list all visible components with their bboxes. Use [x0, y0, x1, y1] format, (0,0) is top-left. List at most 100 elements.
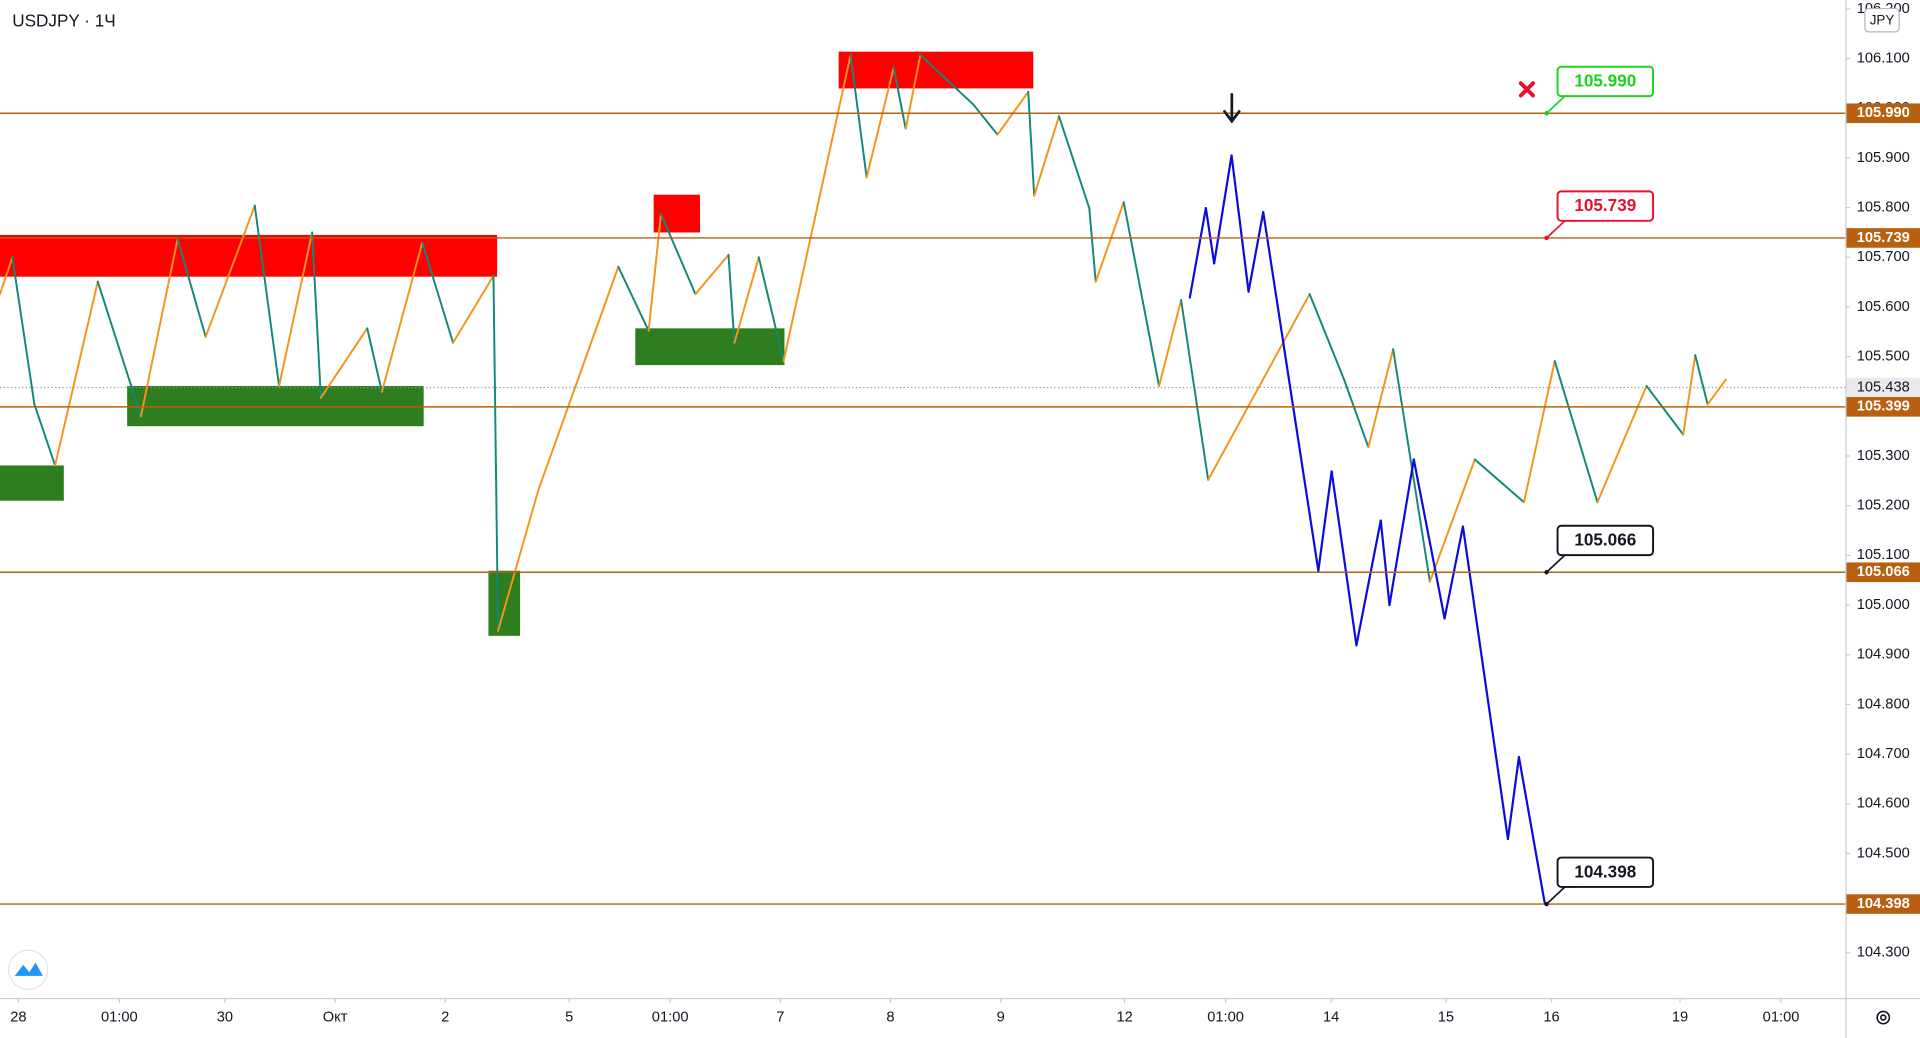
series-segment: [1247, 211, 1265, 293]
level-tag-label: 105.066: [1857, 564, 1910, 580]
series-segment: [1682, 354, 1697, 436]
logo[interactable]: [7, 949, 49, 990]
series-segment: [380, 241, 424, 393]
series-segment: [1094, 201, 1125, 283]
level-tag-label: 105.990: [1857, 105, 1910, 121]
level-tag: [1846, 228, 1920, 248]
x-tick-label: 01:00: [1763, 1009, 1800, 1025]
x-tick-label: 30: [217, 1009, 233, 1025]
zone: [0, 234, 498, 277]
cross-marker: [1518, 81, 1536, 98]
x-tick-label: 2: [441, 1009, 449, 1025]
series-segment: [1188, 207, 1207, 299]
gear-hub: [1880, 1014, 1887, 1021]
series-segment: [1262, 211, 1320, 572]
zone: [0, 465, 64, 501]
series-segment: [1027, 90, 1036, 197]
y-tick-label: 105.600: [1857, 299, 1910, 315]
series-segment: [0, 256, 14, 296]
down-arrow: [1223, 92, 1241, 124]
series-segment: [1343, 378, 1370, 449]
series-segment: [278, 231, 314, 387]
series-segment: [421, 241, 455, 344]
series-segment: [11, 256, 36, 406]
series-segment: [1367, 348, 1395, 449]
logo-mark: [14, 962, 43, 976]
level-tag-label: 104.398: [1857, 896, 1910, 912]
series-segment: [849, 54, 868, 179]
y-tick-label: 104.700: [1857, 746, 1910, 762]
callout-label: 104.398: [1574, 861, 1636, 881]
callout-box: [1556, 190, 1655, 222]
series-segment: [972, 103, 999, 136]
series-segment: [1506, 755, 1521, 841]
logo-circle: [7, 949, 49, 990]
series-segment: [1330, 470, 1358, 647]
currency: JPY: [1870, 12, 1895, 27]
callout-anchor: [1544, 570, 1549, 575]
callout-anchor: [1544, 111, 1549, 116]
y-tick-label: 105.200: [1857, 498, 1910, 514]
series-segment: [1180, 299, 1210, 481]
series-segment: [1392, 348, 1431, 583]
series-segment: [1213, 154, 1233, 265]
series-segment: [1308, 293, 1346, 381]
x-tick-label: 28: [10, 1009, 26, 1025]
plot-area: 105.990 105.739 105.066 104.398: [0, 51, 1846, 907]
series-segment: [1122, 201, 1161, 387]
series-segment: [1596, 384, 1648, 504]
callout-box: [1556, 524, 1655, 557]
y-tick-label: 105.100: [1857, 547, 1910, 563]
y-tick-label: 105.900: [1857, 150, 1910, 166]
settings-icon[interactable]: [1876, 1010, 1891, 1025]
series-segment: [1461, 525, 1510, 841]
x-tick-label: 12: [1116, 1009, 1132, 1025]
series-segment: [1230, 154, 1250, 293]
zone: [488, 570, 521, 636]
y-tick-label: 104.800: [1857, 696, 1910, 712]
currency-box[interactable]: [1864, 7, 1900, 33]
last-price-tag: [1846, 377, 1920, 398]
callout-label: 105.066: [1574, 530, 1636, 550]
series-segment: [1645, 384, 1685, 436]
series-segment: [54, 280, 99, 467]
series-segment: [537, 265, 620, 491]
x-tick-label: 9: [997, 1009, 1005, 1025]
zone: [635, 328, 785, 366]
level-tag-label: 105.739: [1857, 230, 1910, 246]
y-tick-label: 105.800: [1857, 200, 1910, 216]
series-segment: [1523, 360, 1556, 504]
series-segment: [1058, 115, 1091, 210]
series-segment: [660, 213, 697, 296]
series-segment: [1694, 354, 1709, 406]
level-tag: [1846, 397, 1920, 417]
series-segment: [1355, 519, 1382, 647]
series-segment: [919, 54, 975, 106]
callout-anchor: [1544, 901, 1549, 907]
callout-box: [1556, 856, 1655, 888]
x-tick-label: 15: [1438, 1009, 1454, 1025]
arrow-head: [1223, 110, 1241, 124]
series-segment: [1379, 519, 1391, 607]
series-segment: [865, 66, 895, 179]
y-tick-label: 104.900: [1857, 647, 1910, 663]
x-tick-label: 01:00: [652, 1009, 689, 1025]
callout-label: 105.739: [1574, 195, 1636, 215]
series-segment: [1517, 755, 1546, 904]
series-segment: [647, 213, 662, 332]
series-segment: [1412, 458, 1446, 620]
series-segment: [1088, 207, 1097, 283]
series-segment: [452, 274, 495, 344]
y-tick-label: 105.000: [1857, 597, 1910, 613]
x-tick-label: 8: [886, 1009, 894, 1025]
series-segment: [176, 237, 207, 338]
series-segment: [366, 327, 383, 393]
gear-ring: [1876, 1010, 1891, 1025]
series-segment: [733, 256, 760, 344]
level-tag-label: 105.399: [1857, 399, 1910, 415]
x-tick-label: Окт: [323, 1009, 348, 1025]
x-tick-label: 19: [1672, 1009, 1688, 1025]
price-axis: 104.300104.400104.500104.600104.700104.8…: [10, 1, 1920, 1025]
